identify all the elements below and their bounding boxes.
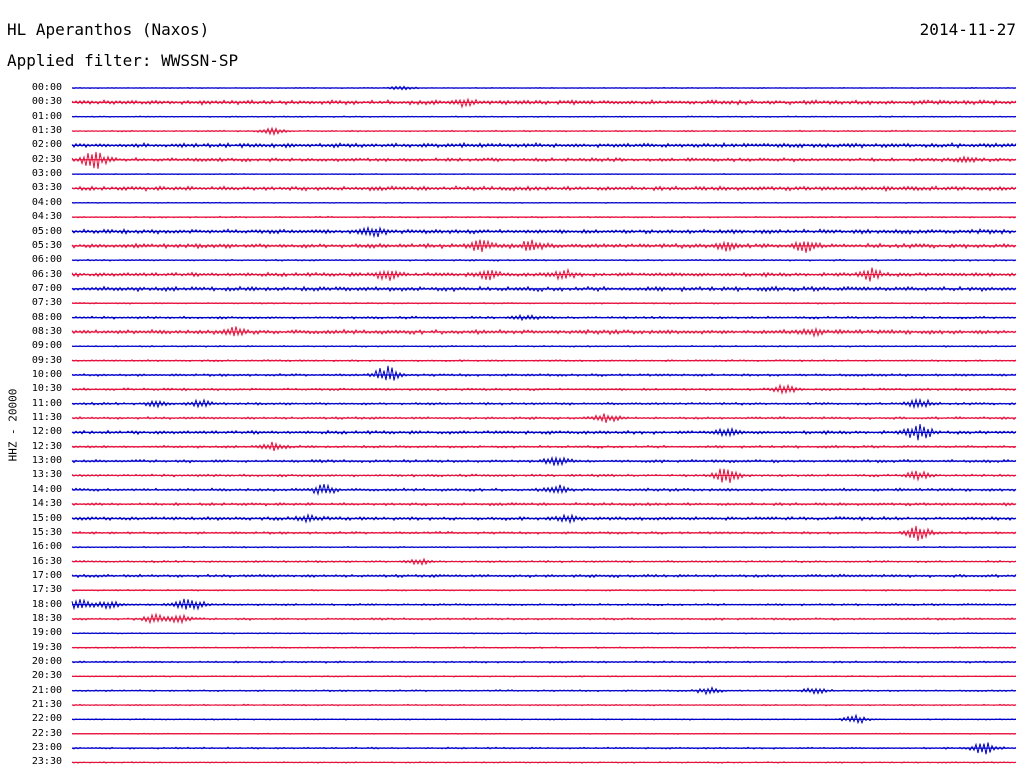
time-tick-label: 19:30 bbox=[31, 641, 62, 653]
time-tick-label: 00:00 bbox=[31, 82, 62, 93]
time-tick-label: 14:30 bbox=[31, 498, 62, 510]
time-tick-label: 12:00 bbox=[31, 426, 62, 438]
station-title: HL Aperanthos (Naxos) bbox=[7, 20, 210, 39]
time-tick-label: 08:00 bbox=[31, 311, 62, 323]
time-tick-label: 10:00 bbox=[31, 369, 62, 380]
time-tick-label: 11:00 bbox=[31, 397, 62, 409]
time-tick-label: 17:00 bbox=[31, 569, 62, 581]
time-tick-label: 08:30 bbox=[31, 325, 62, 337]
trace-line bbox=[71, 483, 1017, 497]
time-tick-label: 10:30 bbox=[31, 383, 62, 395]
time-tick-label: 20:30 bbox=[31, 670, 62, 682]
time-tick-label: 03:00 bbox=[31, 168, 62, 180]
time-tick-label: 12:30 bbox=[31, 440, 62, 452]
time-tick-label: 21:00 bbox=[31, 684, 62, 696]
time-tick-label: 18:00 bbox=[31, 598, 62, 610]
time-tick-label: 18:30 bbox=[31, 612, 62, 624]
time-tick-label: 03:30 bbox=[31, 182, 62, 194]
trace-line bbox=[71, 225, 1017, 239]
trace-line bbox=[71, 97, 1017, 109]
time-tick-label: 14:00 bbox=[31, 483, 62, 495]
time-tick-label: 00:30 bbox=[31, 96, 62, 108]
time-tick-label: 19:00 bbox=[31, 627, 62, 639]
trace-line bbox=[71, 365, 1017, 381]
time-tick-label: 04:30 bbox=[31, 211, 62, 223]
time-tick-label: 23:30 bbox=[31, 756, 62, 768]
time-tick-label: 21:30 bbox=[31, 699, 62, 711]
time-tick-label: 13:30 bbox=[31, 469, 62, 481]
date-label: 2014-11-27 bbox=[919, 20, 1016, 39]
time-tick-label: 02:30 bbox=[31, 153, 62, 165]
time-tick-label: 04:00 bbox=[31, 196, 62, 208]
time-tick-label: 11:30 bbox=[31, 412, 62, 424]
time-tick-label: 01:30 bbox=[31, 125, 62, 137]
time-tick-label: 06:00 bbox=[31, 254, 62, 266]
time-tick-label: 17:30 bbox=[31, 584, 62, 596]
time-tick-label: 09:30 bbox=[31, 354, 62, 366]
time-tick-label: 09:00 bbox=[31, 340, 62, 352]
time-tick-label: 16:30 bbox=[31, 555, 62, 567]
time-tick-label: 22:30 bbox=[31, 727, 62, 739]
time-tick-label: 15:00 bbox=[31, 512, 62, 524]
time-tick-label: 05:00 bbox=[31, 225, 62, 237]
time-tick-label: 23:00 bbox=[31, 742, 62, 754]
time-tick-label: 02:00 bbox=[31, 139, 62, 151]
trace-line bbox=[71, 326, 1017, 339]
time-tick-label: 06:30 bbox=[31, 268, 62, 280]
time-tick-label: 07:30 bbox=[31, 297, 62, 309]
time-tick-label: 01:00 bbox=[31, 110, 62, 122]
time-tick-label: 05:30 bbox=[31, 239, 62, 251]
time-tick-label: 16:00 bbox=[31, 541, 62, 553]
time-tick-label: 13:00 bbox=[31, 455, 62, 467]
time-tick-label: 20:00 bbox=[31, 656, 62, 667]
time-tick-label: 07:00 bbox=[31, 282, 62, 294]
filter-label: Applied filter: WWSSN-SP bbox=[7, 51, 239, 70]
time-tick-label: 22:00 bbox=[31, 713, 62, 725]
time-tick-label: 15:30 bbox=[31, 526, 62, 538]
